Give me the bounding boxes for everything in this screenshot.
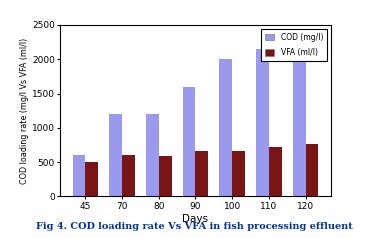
Bar — [232, 151, 245, 196]
Bar — [146, 114, 159, 196]
Bar — [195, 151, 209, 196]
Bar — [122, 154, 135, 196]
Bar — [305, 144, 318, 196]
Bar — [182, 87, 196, 196]
Legend: COD (mg/l), VFA (ml/l): COD (mg/l), VFA (ml/l) — [261, 29, 327, 60]
Bar — [293, 49, 305, 196]
Bar — [109, 114, 122, 196]
Bar — [159, 156, 172, 196]
Bar — [73, 155, 86, 196]
Bar — [219, 59, 232, 196]
Text: Fig 4. COD loading rate Vs VFA in fish processing effluent: Fig 4. COD loading rate Vs VFA in fish p… — [36, 222, 353, 231]
Bar — [86, 162, 98, 196]
Bar — [256, 49, 269, 196]
Y-axis label: COD loading rate (mg/l Vs VFA (ml/l): COD loading rate (mg/l Vs VFA (ml/l) — [20, 38, 29, 184]
Bar — [269, 147, 282, 196]
X-axis label: Days: Days — [182, 214, 209, 224]
